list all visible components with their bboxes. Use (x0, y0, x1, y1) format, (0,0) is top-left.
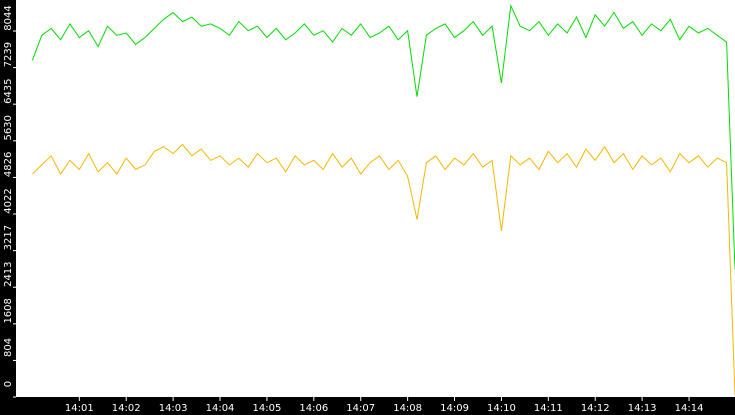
x-tick-label: 14:13 (628, 403, 657, 414)
y-tick-label: 1608 (3, 298, 14, 323)
y-tick-label: 6435 (3, 78, 14, 103)
x-tick-label: 14:09 (440, 403, 469, 414)
y-tick-label: 7239 (3, 42, 14, 67)
x-tick-label: 14:10 (487, 403, 516, 414)
y-tick-label: 5630 (3, 115, 14, 140)
x-tick-label: 14:03 (159, 403, 188, 414)
x-tick-label: 14:06 (299, 403, 328, 414)
y-tick-label: 4826 (3, 152, 14, 177)
x-tick-label: 14:04 (206, 403, 235, 414)
series-line (32, 143, 735, 396)
y-tick-label: 8044 (3, 5, 14, 30)
series-line (31, 3, 735, 270)
x-tick-label: 14:11 (534, 403, 563, 414)
y-tick-label: 3217 (3, 225, 14, 250)
x-tick-label: 14:05 (253, 403, 282, 414)
x-tick-label: 14:02 (112, 403, 141, 414)
x-tick-label: 14:08 (393, 403, 422, 414)
x-tick-label: 14:14 (675, 403, 704, 414)
y-tick-label: 2413 (3, 261, 14, 286)
y-tick-label: 0 (3, 381, 14, 387)
x-tick-label: 14:12 (581, 403, 610, 414)
x-axis-strip (0, 397, 735, 415)
y-tick-label: 4022 (3, 188, 14, 213)
y-axis-strip (0, 0, 16, 415)
x-tick-label: 14:07 (346, 403, 375, 414)
y-tick-label: 804 (3, 338, 14, 357)
x-tick-label: 14:01 (65, 403, 94, 414)
